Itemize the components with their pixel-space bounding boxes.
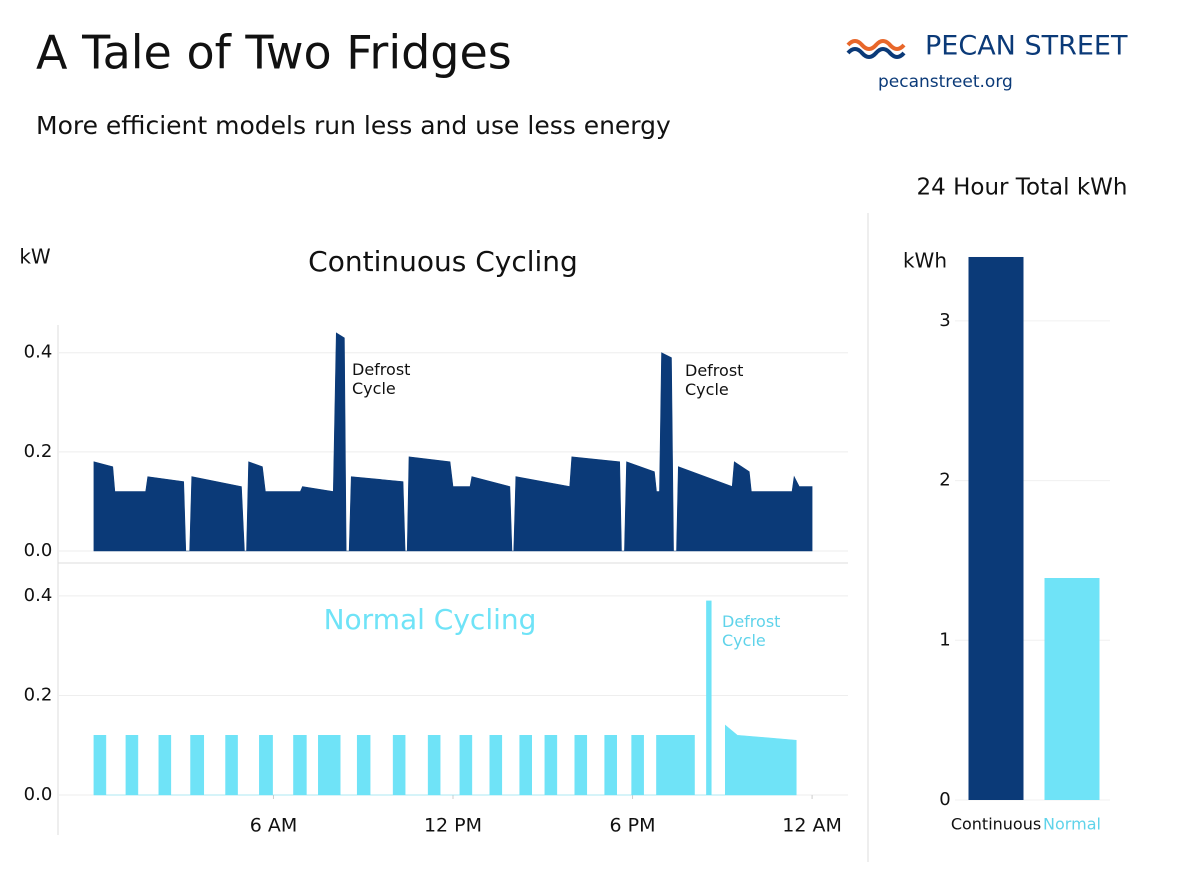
x-tick-label: 6 AM (250, 815, 298, 837)
logo-icon (846, 39, 906, 59)
annotation: Defrost Cycle (352, 360, 410, 398)
bar (1044, 578, 1100, 800)
y-tick-label: 3 (939, 310, 950, 331)
annotation: Defrost Cycle (685, 361, 743, 399)
chart-title: 24 Hour Total kWh (917, 175, 1128, 201)
y-tick-label: 0.0 (24, 540, 53, 561)
chart-title: Normal Cycling (324, 603, 537, 636)
y-tick-label: 0.4 (24, 342, 53, 363)
logo-url: pecanstreet.org (878, 72, 1013, 92)
subtitle: More efficient models run less and use l… (36, 111, 671, 140)
y-tick-label: 2 (939, 470, 950, 491)
x-tick-label: 6 PM (610, 815, 656, 837)
x-tick-label: Normal (1043, 815, 1101, 834)
y-tick-label: 0.2 (24, 441, 53, 462)
chart-title: Continuous Cycling (308, 245, 578, 278)
area (93, 332, 813, 552)
bar (968, 256, 1024, 801)
y-tick-label: 0.0 (24, 784, 53, 805)
y-axis-label: kWh (903, 249, 947, 273)
page-title: A Tale of Two Fridges (36, 26, 512, 80)
x-tick-label: Continuous (951, 815, 1041, 834)
y-tick-label: 0.4 (24, 585, 53, 606)
y-tick-label: 1 (939, 629, 950, 650)
y-tick-label: 0 (939, 789, 950, 810)
y-tick-label: 0.2 (24, 684, 53, 705)
area (93, 600, 797, 796)
x-tick-label: 12 AM (782, 815, 842, 837)
x-tick-label: 12 PM (424, 815, 482, 837)
annotation: Defrost Cycle (722, 612, 780, 650)
y-axis-label: kW (19, 245, 51, 269)
logo-name: PECAN STREET (925, 31, 1128, 62)
